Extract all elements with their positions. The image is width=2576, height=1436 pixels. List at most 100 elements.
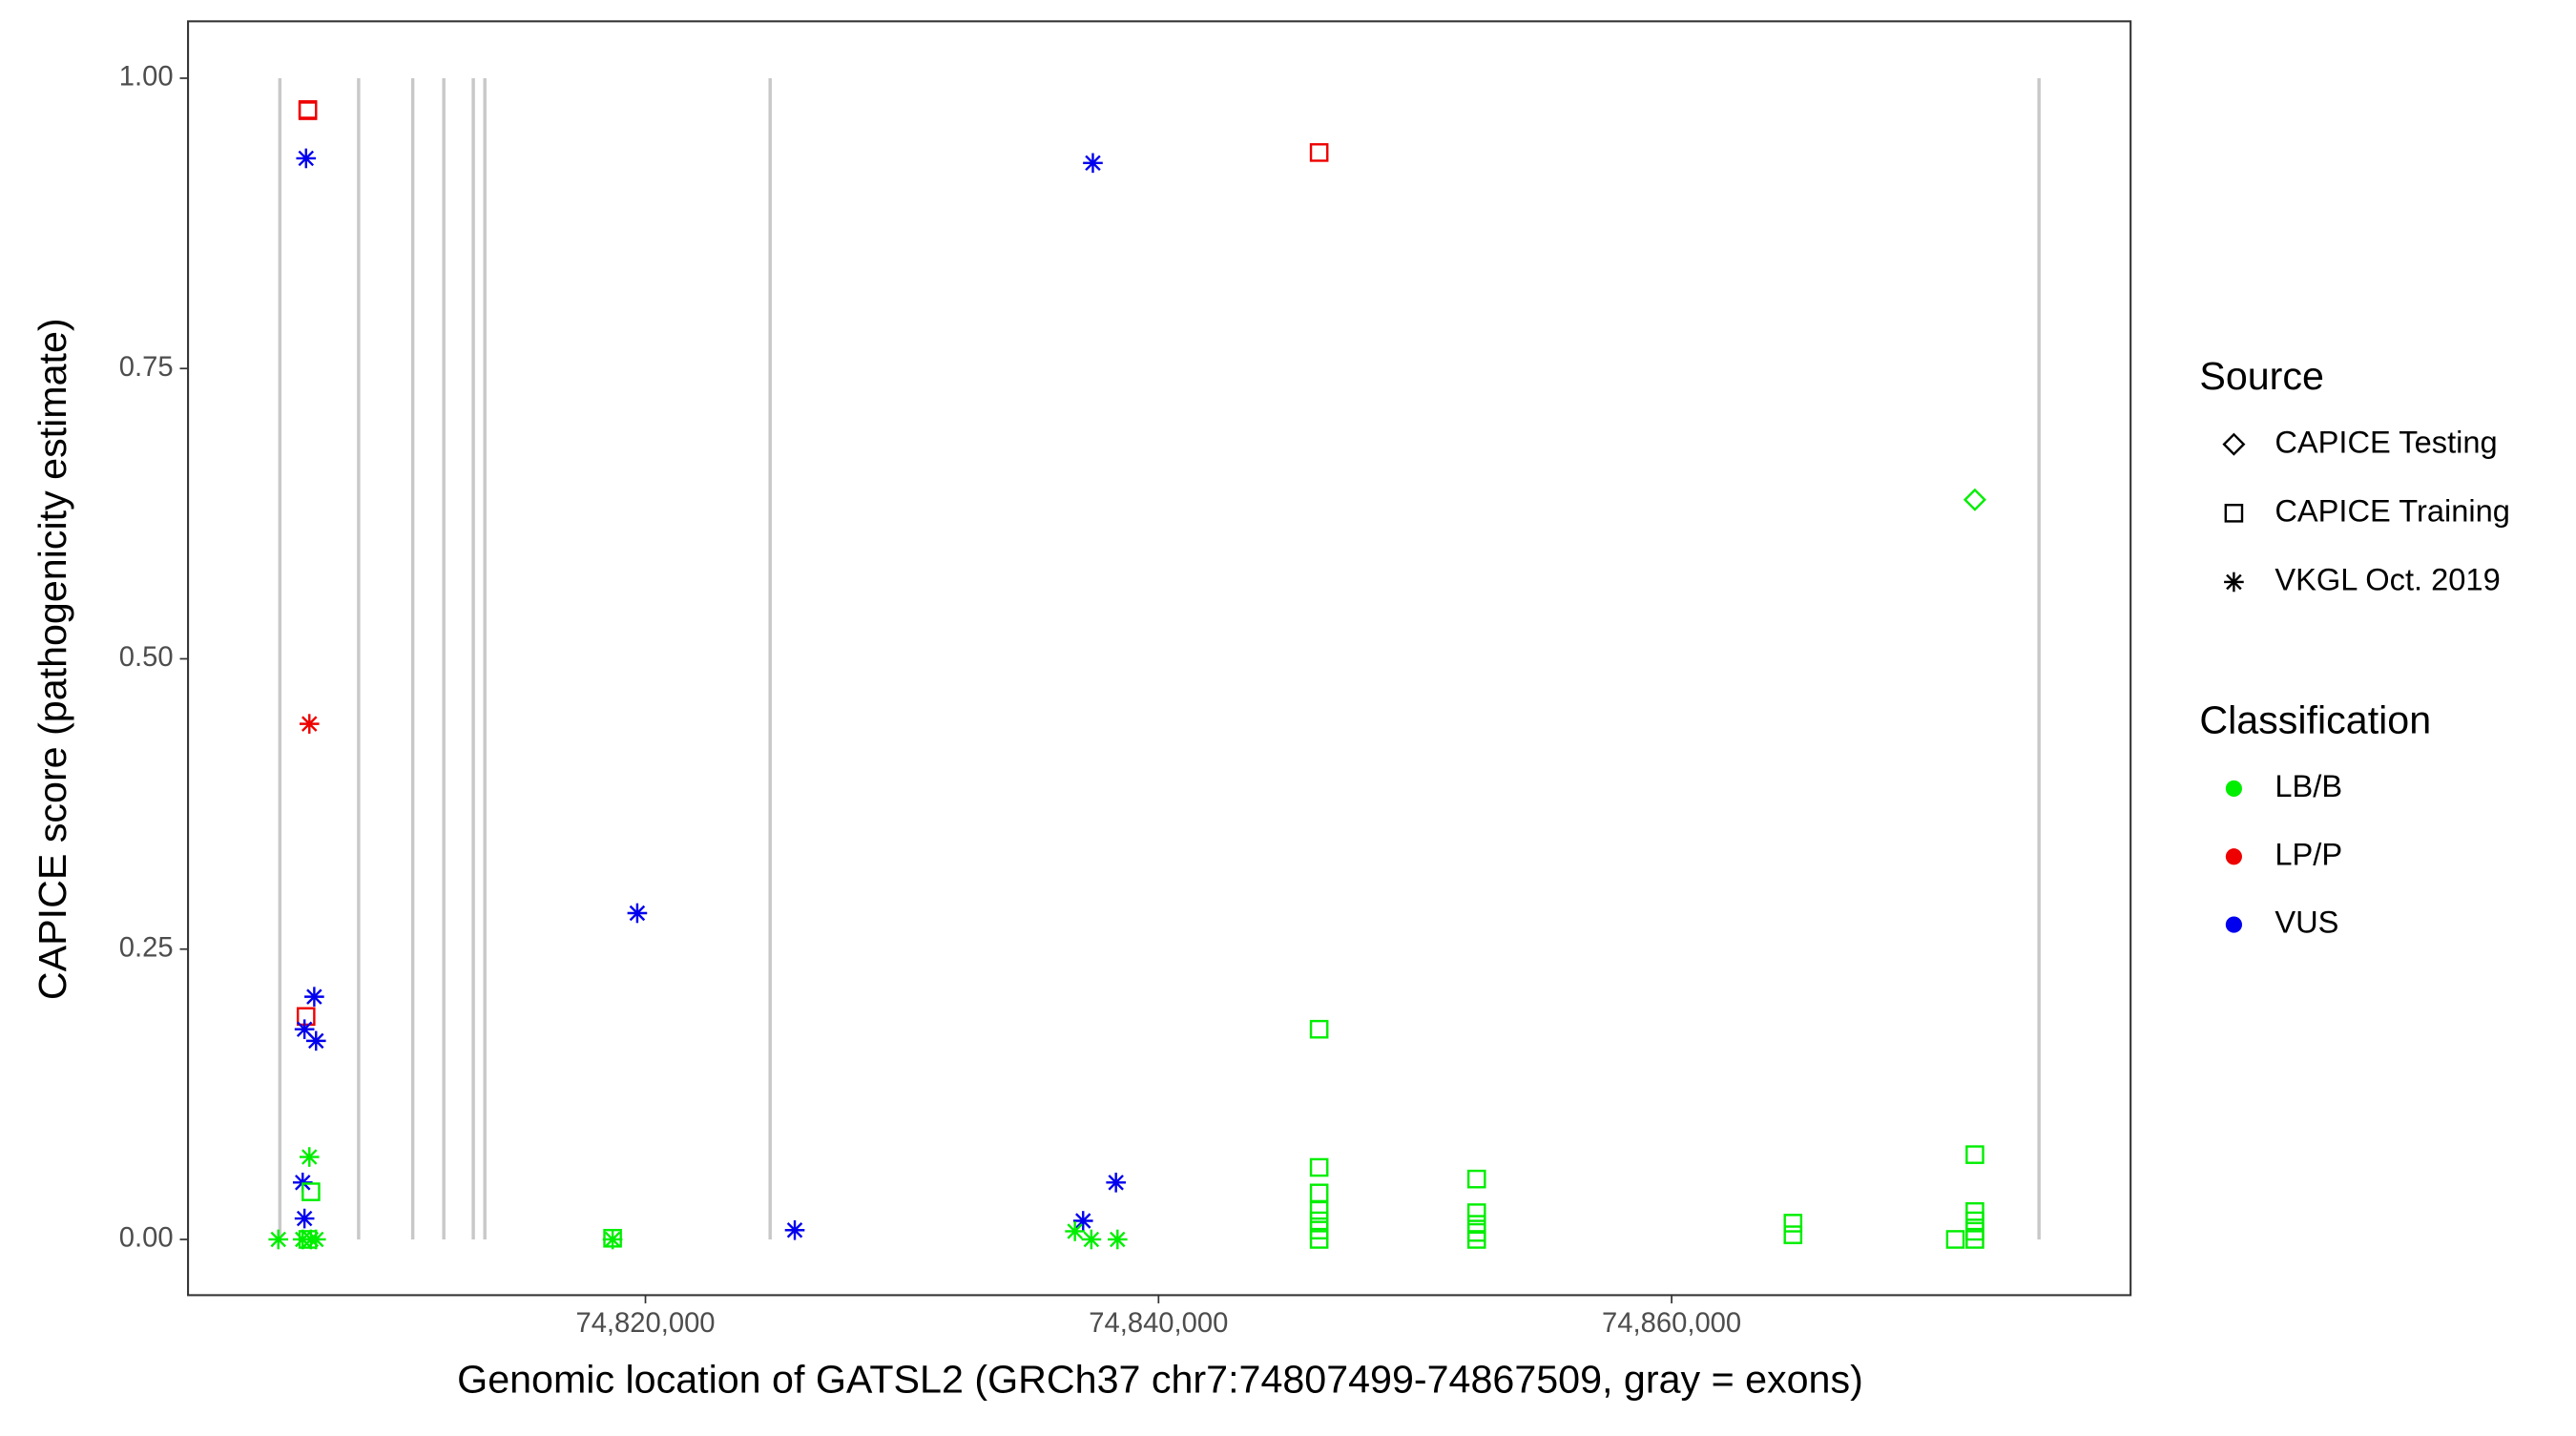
point	[1783, 1214, 1803, 1233]
point-part	[1075, 1213, 1091, 1229]
point	[1783, 1225, 1803, 1244]
point	[294, 1208, 315, 1229]
x-axis-title: Genomic location of GATSL2 (GRCh37 chr7:…	[457, 1357, 1863, 1401]
point-part	[1309, 1200, 1329, 1220]
legend-label: CAPICE Training	[2275, 492, 2510, 528]
point-part	[296, 1007, 316, 1027]
point	[299, 1147, 320, 1167]
point	[603, 1228, 622, 1248]
point	[1107, 1229, 1128, 1250]
y-tick-label: 0.75	[119, 352, 174, 383]
point-part	[1085, 155, 1101, 172]
legend-key-part	[2226, 573, 2242, 591]
legend-label: LP/P	[2275, 836, 2342, 871]
legend-title: Classification	[2199, 698, 2431, 742]
legend-key	[2225, 848, 2242, 865]
legend-label: VKGL Oct. 2019	[2275, 562, 2500, 597]
y-tick-label: 0.50	[119, 642, 174, 673]
point	[1309, 143, 1329, 162]
point-part	[298, 1230, 318, 1249]
legend-key	[2225, 780, 2242, 798]
point-part	[1783, 1225, 1803, 1244]
point	[627, 903, 648, 924]
point-part	[301, 716, 318, 732]
point	[301, 1182, 321, 1201]
point-part	[1965, 1230, 1984, 1249]
point	[1466, 1203, 1486, 1222]
y-axis-title: CAPICE score (pathogenicity estimate)	[31, 318, 74, 1000]
legend-key	[2224, 572, 2244, 593]
x-tick-label: 74,840,000	[1089, 1308, 1228, 1339]
point-part	[1466, 1169, 1486, 1189]
point-part	[1083, 1231, 1100, 1248]
point	[294, 1019, 315, 1040]
point	[305, 1030, 326, 1051]
point	[1065, 1221, 1085, 1241]
point	[1965, 1230, 1984, 1249]
point	[1963, 488, 1986, 511]
point-part	[1965, 1211, 1984, 1231]
point-part	[1965, 1145, 1984, 1164]
point-part	[1309, 1230, 1329, 1249]
point-part	[1945, 1230, 1965, 1249]
point	[1466, 1169, 1486, 1189]
legend-key-part	[2222, 432, 2246, 456]
point-part	[301, 1182, 321, 1201]
point-part	[306, 989, 322, 1005]
point-part	[1963, 488, 1986, 511]
legend-label: VUS	[2275, 905, 2338, 940]
point-part	[1309, 1019, 1329, 1039]
point	[1309, 1019, 1329, 1039]
point-part	[1783, 1214, 1803, 1233]
point	[1309, 1157, 1329, 1177]
legend-key	[2224, 504, 2244, 523]
legend-title: Source	[2199, 354, 2324, 398]
point	[298, 1230, 318, 1249]
point	[1106, 1173, 1126, 1193]
point-part	[296, 1021, 313, 1037]
point	[298, 101, 318, 120]
point	[1466, 1230, 1486, 1249]
legend-key	[2225, 916, 2242, 933]
point	[1072, 1211, 1093, 1231]
point	[304, 987, 324, 1007]
point	[784, 1219, 805, 1240]
point-part	[786, 1221, 803, 1238]
legend-label: CAPICE Testing	[2275, 424, 2497, 459]
y-tick-label: 1.00	[119, 62, 174, 93]
point-part	[629, 905, 646, 922]
legend-key	[2222, 432, 2246, 456]
point-part	[1309, 1157, 1329, 1177]
point-part	[1309, 143, 1329, 162]
x-tick-label: 74,860,000	[1602, 1308, 1741, 1339]
point-part	[1466, 1203, 1486, 1222]
point	[1081, 1229, 1102, 1250]
point	[296, 1007, 316, 1027]
point-part	[296, 1210, 313, 1227]
point-part	[298, 150, 315, 167]
point-part	[1466, 1230, 1486, 1249]
point-part	[1067, 1223, 1083, 1239]
point-part	[1110, 1231, 1126, 1248]
point-part	[308, 1032, 324, 1050]
point-part	[301, 1149, 318, 1165]
point-part	[1108, 1175, 1124, 1191]
point	[1083, 153, 1103, 174]
point	[296, 148, 317, 169]
point	[1309, 1230, 1329, 1249]
point-part	[298, 101, 318, 120]
legend-label: LB/B	[2275, 768, 2342, 803]
point-part	[603, 1228, 622, 1248]
point	[1965, 1145, 1984, 1164]
point	[1965, 1211, 1984, 1231]
point-part	[604, 1231, 621, 1248]
x-tick-label: 74,820,000	[575, 1308, 715, 1339]
point	[1945, 1230, 1965, 1249]
point	[1309, 1200, 1329, 1220]
plot-panel	[187, 20, 2132, 1297]
y-tick-label: 0.00	[119, 1223, 174, 1254]
y-tick-label: 0.25	[119, 932, 174, 963]
legend-key-part	[2224, 504, 2244, 523]
